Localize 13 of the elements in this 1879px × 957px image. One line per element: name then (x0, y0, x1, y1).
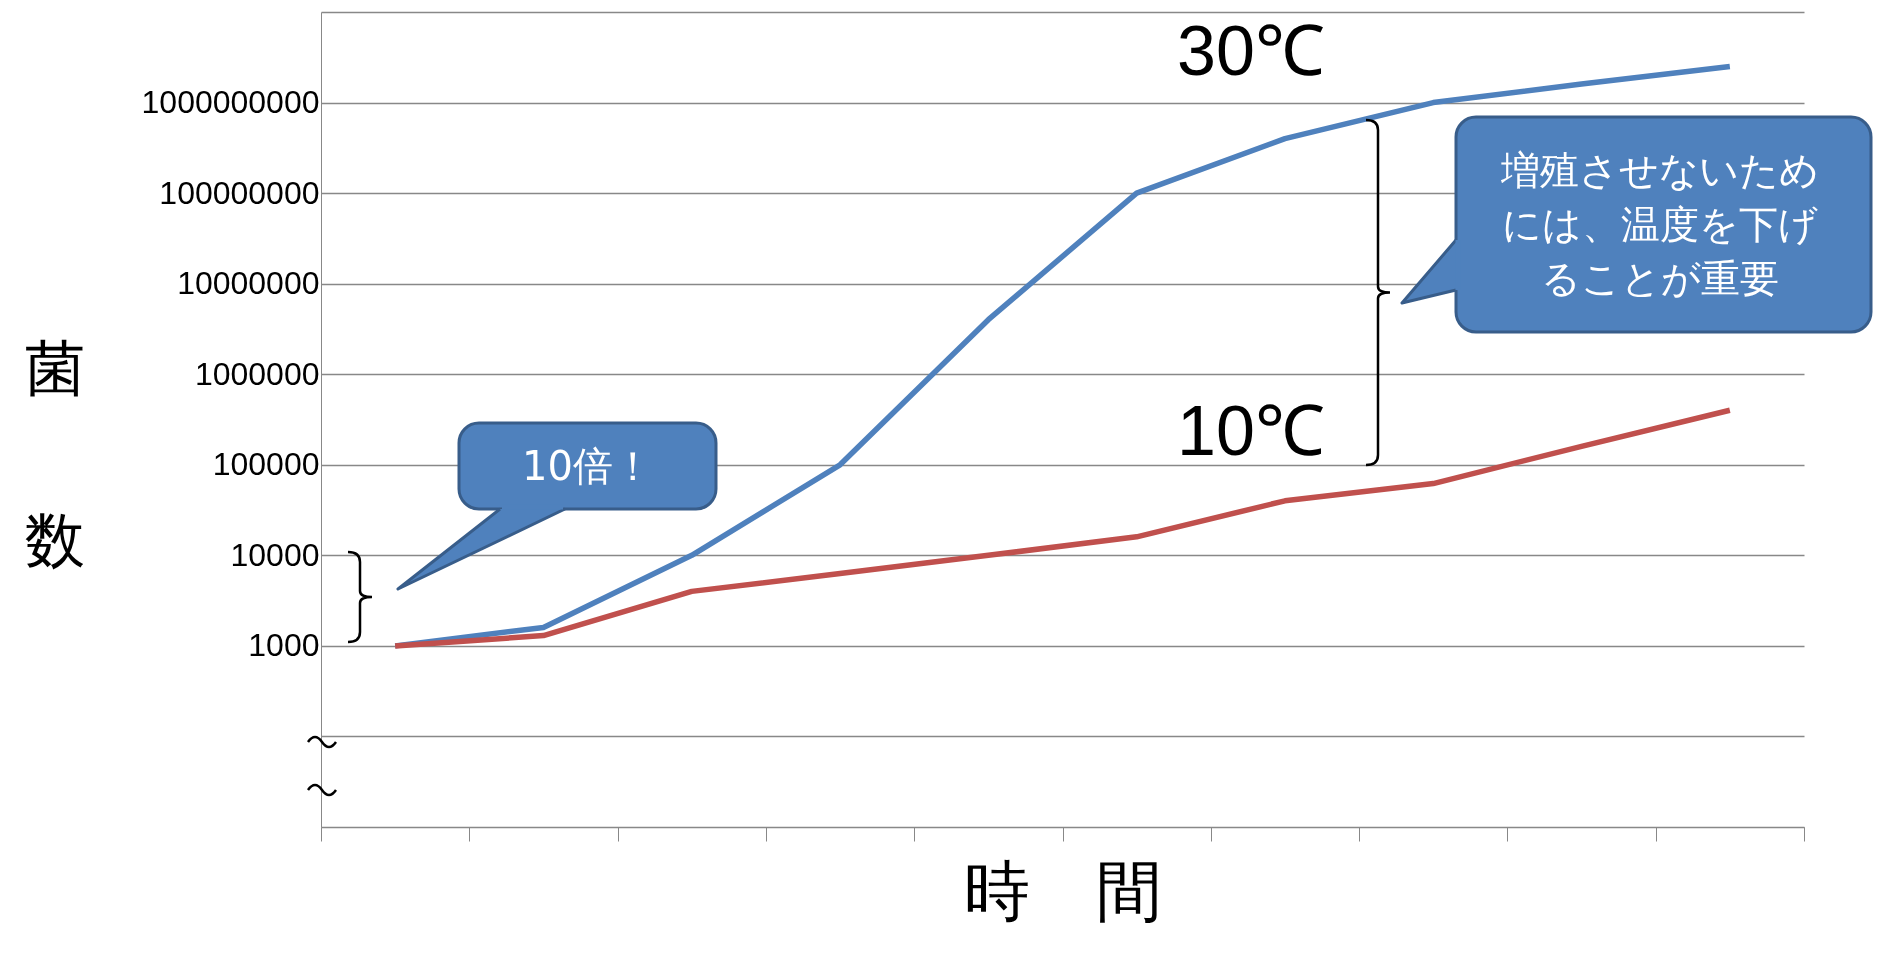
y-tick-label: 1000000000 (141, 84, 320, 121)
y-axis-title: 菌数 (21, 290, 91, 640)
y-tick-label: 100000 (212, 446, 320, 483)
annotation: 増殖させないためには、温度を下げることが重要 (1501, 146, 1819, 303)
y-tick-label: 1000000 (194, 355, 320, 392)
y-tick-label: 10000000 (177, 265, 320, 302)
series-label: 10℃ (1177, 391, 1325, 470)
series-label: 30℃ (1177, 11, 1325, 90)
annotation: 10倍！ (521, 441, 654, 491)
y-tick-label: 1000 (248, 627, 320, 664)
y-tick-label: 100000000 (159, 174, 320, 211)
x-axis-title: 時 間 (964, 853, 1162, 930)
y-tick-label: 10000 (230, 536, 320, 573)
